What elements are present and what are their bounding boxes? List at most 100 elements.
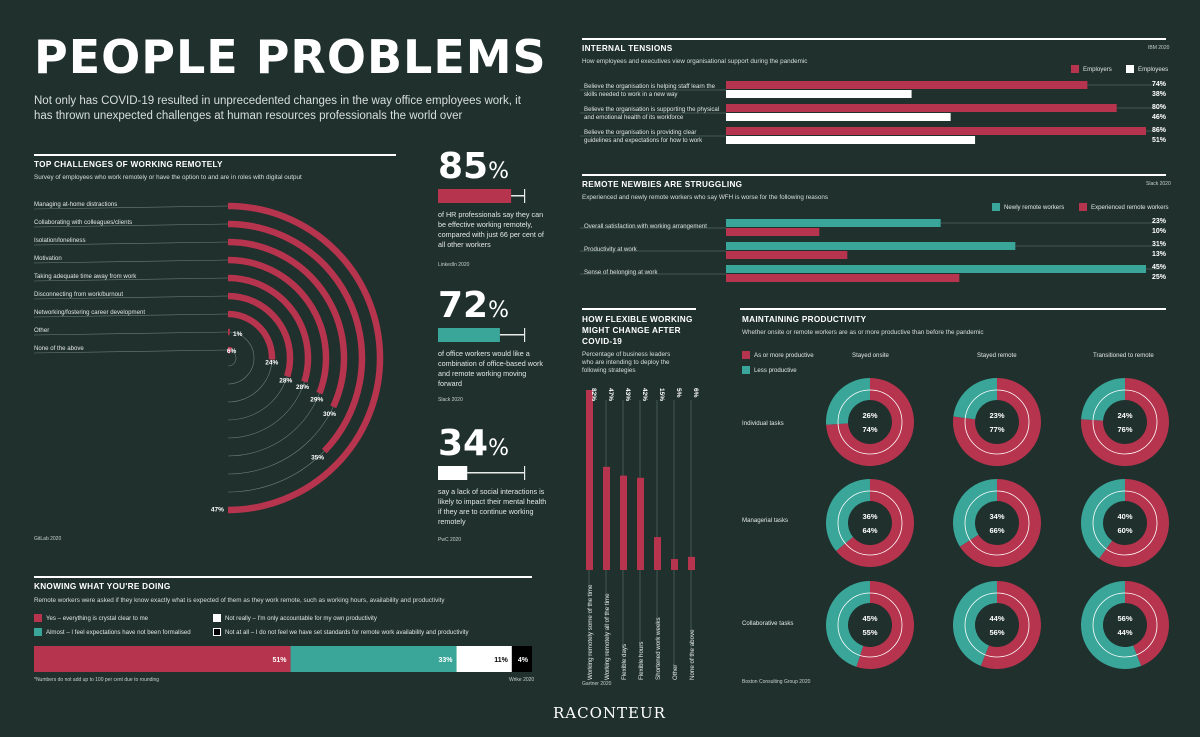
donut-less-productive: [826, 479, 870, 552]
donut-less-productive: [1081, 581, 1142, 669]
stat-85-text: of HR professionals say they can be effe…: [438, 210, 544, 249]
productivity-heading: MAINTAINING PRODUCTIVITY: [742, 315, 867, 324]
challenge-label: Disconnecting from work/burnout: [34, 291, 123, 298]
newbies-heading: REMOTE NEWBIES ARE STRUGGLING: [582, 180, 743, 189]
flexible-category: Flexible hours: [638, 641, 645, 680]
stat-34-fill: [438, 466, 468, 480]
donut-more-label: 60%: [1117, 526, 1132, 535]
legend-swatch-employees: [1126, 65, 1134, 73]
page-title: PEOPLE PROBLEMS: [34, 30, 547, 84]
donut-more-label: 77%: [989, 425, 1004, 434]
donut-more-label: 55%: [862, 628, 877, 637]
challenge-arc-track: [227, 313, 273, 403]
donut-less-label: 40%: [1117, 512, 1132, 521]
stat-34-track: [467, 472, 524, 474]
stat-85-fill: [438, 189, 512, 203]
legend-swatch-employers: [1071, 65, 1079, 73]
donut-less-label: 26%: [862, 411, 877, 420]
flexible-value: 6%: [692, 388, 699, 398]
divider: [740, 308, 1166, 310]
challenge-label: None of the above: [34, 345, 84, 352]
donut-inner-ring: [1092, 389, 1158, 455]
bar-series-a: [726, 127, 1146, 135]
stat-72-track: [499, 334, 524, 336]
donut-more-productive: [1099, 479, 1169, 567]
legend-not-at-all: Not at all – I do not feel we have set s…: [225, 629, 469, 636]
challenge-leader-line: [33, 331, 229, 336]
donut-inner-ring: [964, 592, 1030, 658]
stat-34-bar: [438, 466, 526, 480]
column-label: Transitioned to remote: [1093, 352, 1154, 359]
challenge-value: 35%: [311, 455, 324, 462]
challenge-label: Motivation: [34, 255, 62, 262]
challenge-arc-bar: [227, 256, 330, 395]
knowing-note: *Numbers do not add up to 100 per cent d…: [34, 677, 160, 683]
legend-swatch-yes: [34, 614, 42, 622]
row-label: Individual tasks: [742, 420, 784, 427]
flexible-value: 15%: [658, 388, 665, 401]
challenge-value: 6%: [227, 348, 237, 355]
flexible-bar: [688, 556, 695, 570]
flexible-value: 42%: [641, 388, 648, 401]
newbies-row-label: Overall satisfaction with working arrang…: [584, 223, 707, 230]
top-challenges-chart: Managing at-home distractions 47% Collabor…: [33, 201, 384, 514]
donut-less-label: 36%: [862, 512, 877, 521]
challenge-arc-track: [227, 277, 309, 439]
donut-less-productive: [826, 581, 870, 667]
flexible-heading: MIGHT CHANGE AFTER: [582, 326, 681, 335]
donut-less-label: 45%: [862, 614, 877, 623]
donut-more-label: 56%: [989, 628, 1004, 637]
stat-72-fill: [438, 328, 500, 342]
stat-34-end: [524, 466, 526, 480]
donut-inner-ring: [837, 389, 903, 455]
newbies-value: 25%: [1152, 274, 1167, 281]
newbies-source: Slack 2020: [1146, 181, 1171, 187]
challenge-value: 24%: [265, 360, 278, 367]
stat-72-bar: [438, 328, 526, 342]
donut-more-productive: [953, 378, 1041, 466]
challenge-arc-track: [227, 331, 255, 385]
challenge-arc-bar: [227, 202, 384, 514]
flexible-bar: [654, 537, 661, 570]
flexible-bar: [603, 466, 610, 570]
donut-more-productive: [826, 378, 914, 466]
donut-more-productive: [856, 581, 914, 669]
flexible-category: None of the above: [689, 629, 696, 680]
donut-inner-ring: [1092, 592, 1158, 658]
legend-more-productive: As or more productive: [754, 352, 814, 359]
stat-85-value: 85%: [438, 146, 510, 187]
bar-series-a: [726, 219, 941, 227]
flexible-value: 43%: [624, 388, 631, 401]
donut-less-label: 23%: [989, 411, 1004, 420]
legend-employers: Employers: [1083, 66, 1112, 73]
donut-less-productive: [953, 581, 997, 666]
legend-experienced: Experienced remote workers: [1091, 204, 1169, 211]
flexible-bar: [586, 390, 593, 570]
flexible-category: Working remotely some of the time: [587, 584, 594, 680]
challenge-value: 47%: [211, 507, 224, 514]
flexible-subtitle: following strategies: [582, 367, 636, 374]
productivity-subtitle: Whether onsite or remote workers are as …: [742, 329, 984, 336]
flexible-value: 47%: [607, 388, 614, 401]
donut-inner-ring: [964, 389, 1030, 455]
tensions-value: 38%: [1152, 91, 1167, 98]
top-challenges-subtitle: Survey of employees who work remotely or…: [34, 174, 302, 181]
productivity-source: Boston Consulting Group 2020: [742, 679, 811, 685]
donut-more-label: 74%: [862, 425, 877, 434]
bar-series-b: [726, 274, 960, 282]
challenge-arc-bar: [227, 274, 312, 383]
stacked-value: 33%: [439, 657, 454, 664]
top-challenges-source: GitLab 2020: [34, 536, 62, 542]
challenge-arc-bar: [227, 292, 294, 378]
newbies-value: 10%: [1152, 228, 1167, 235]
stacked-value: 4%: [518, 657, 529, 664]
legend-almost: Almost – I feel expectations have not be…: [46, 629, 191, 636]
challenge-value: 28%: [279, 377, 292, 384]
newbies-value: 13%: [1152, 251, 1167, 258]
challenge-leader-line: [33, 241, 229, 246]
legend-swatch-newly: [992, 203, 1000, 211]
stacked-value: 11%: [494, 657, 508, 664]
donut-inner-ring: [1092, 490, 1158, 556]
challenge-value: 1%: [233, 331, 243, 338]
challenge-arc-bar: [227, 220, 366, 454]
